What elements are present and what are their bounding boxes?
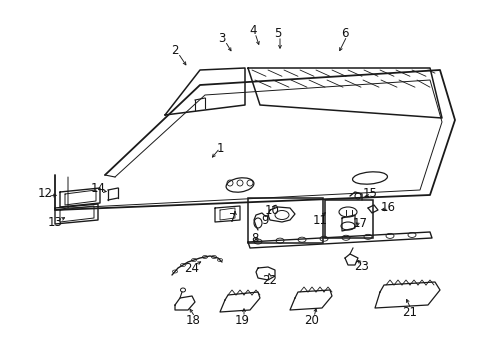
Text: 20: 20: [304, 314, 319, 327]
Text: 9: 9: [261, 213, 268, 226]
Text: 14: 14: [90, 181, 105, 194]
Text: 8: 8: [251, 231, 258, 244]
Text: 22: 22: [262, 274, 277, 287]
Text: 15: 15: [362, 186, 377, 199]
Text: 23: 23: [354, 261, 368, 274]
Text: 17: 17: [352, 216, 367, 230]
Text: 7: 7: [229, 212, 236, 225]
Text: 11: 11: [312, 213, 327, 226]
Text: 3: 3: [218, 32, 225, 45]
Text: 6: 6: [341, 27, 348, 40]
Bar: [325, 200, 372, 238]
Text: 24: 24: [184, 261, 199, 274]
Text: 19: 19: [234, 314, 249, 327]
Text: 12: 12: [38, 186, 52, 199]
Text: 5: 5: [274, 27, 281, 40]
Text: 16: 16: [380, 201, 395, 213]
Text: 1: 1: [216, 141, 224, 154]
Text: 4: 4: [249, 23, 256, 36]
Text: 10: 10: [264, 203, 279, 216]
Text: 18: 18: [185, 314, 200, 327]
Text: 21: 21: [402, 306, 417, 319]
Text: 2: 2: [171, 44, 179, 57]
Bar: [247, 198, 323, 243]
Text: 13: 13: [47, 216, 62, 229]
